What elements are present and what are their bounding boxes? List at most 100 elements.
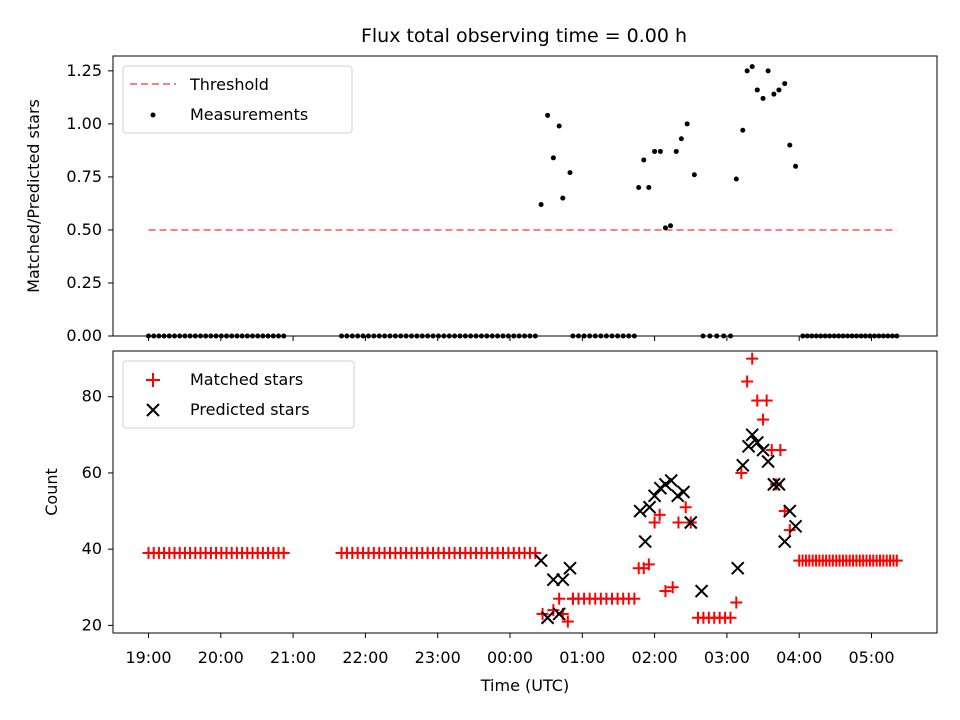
- matched-star-point: [553, 592, 566, 605]
- predicted-star-point: [671, 489, 685, 503]
- measurement-point: [556, 123, 562, 129]
- measurement-point: [646, 185, 652, 191]
- bottom-plot-marks: [142, 352, 903, 628]
- predicted-star-point: [778, 534, 792, 549]
- predicted-star-point: [783, 504, 797, 518]
- measurement-point: [662, 225, 668, 231]
- top-panel: 0.00 0.25 0.50 0.75 1.00 1.25 Matched/Predict…: [24, 55, 938, 345]
- predicted-star-point: [745, 428, 759, 442]
- predicted-star-point: [767, 477, 781, 492]
- bottom-plot-frame: [112, 350, 938, 634]
- predicted-star-point: [658, 477, 673, 492]
- matched-star-point: [529, 546, 542, 559]
- bottom-y-tick-label: 40: [82, 539, 102, 558]
- legend-matched-label: Matched stars: [190, 370, 303, 389]
- x-axis-label: Time (UTC): [480, 676, 569, 695]
- predicted-star-point: [694, 584, 709, 598]
- bottom-panel: 20 40 60 80 19:00 20:00 21:00 22:00 23:00 00:00 0…: [42, 350, 938, 695]
- predicted-star-point: [761, 454, 775, 469]
- measurement-point: [545, 112, 551, 118]
- predicted-star-point: [664, 473, 678, 488]
- legend-matched-swatch: [146, 373, 160, 387]
- bottom-y-tick-label: 80: [82, 387, 102, 406]
- predicted-star-point: [552, 607, 566, 621]
- top-y-tick-label: 0.00: [66, 326, 102, 345]
- measurement-point: [787, 142, 793, 148]
- top-x-ticks: [148, 336, 872, 341]
- matched-star-point: [890, 554, 903, 567]
- measurement-point: [567, 170, 573, 176]
- bottom-x-tick-label: 04:00: [776, 648, 822, 667]
- measurement-point: [636, 185, 642, 191]
- predicted-star-point: [633, 504, 647, 518]
- matched-star-point: [746, 352, 759, 365]
- bottom-y-ticks: 20 40 60 80: [82, 387, 113, 634]
- legend-measurements-swatch: [150, 112, 156, 118]
- measurement-point: [538, 201, 544, 207]
- bottom-y-tick-label: 60: [82, 463, 102, 482]
- bottom-x-tick-label: 21:00: [270, 648, 316, 667]
- matched-star-point: [277, 546, 290, 559]
- measurement-point: [560, 195, 566, 201]
- matched-star-point: [679, 501, 692, 514]
- predicted-star-point: [540, 611, 555, 625]
- bottom-x-tick-label: 01:00: [559, 648, 605, 667]
- bottom-y-axis-label: Count: [42, 468, 61, 516]
- measurement-point: [771, 91, 777, 97]
- matched-star-point: [628, 592, 641, 605]
- measurement-point: [668, 223, 674, 229]
- matched-star-point: [561, 615, 574, 628]
- matched-star-point: [783, 524, 796, 537]
- bottom-x-ticks: 19:00 20:00 21:00 22:00 23:00 00:00 01:00 02:00…: [125, 633, 895, 667]
- matched-star-point: [666, 581, 679, 594]
- bottom-legend-box: [122, 360, 355, 429]
- predicted-star-point: [676, 485, 691, 499]
- measurement-point: [691, 172, 697, 178]
- predicted-star-point: [563, 561, 577, 575]
- top-y-tick-label: 0.75: [66, 167, 102, 186]
- matched-star-point: [648, 516, 661, 529]
- legend-threshold-label: Threshold: [189, 75, 269, 94]
- measurement-point: [657, 148, 663, 154]
- measurement-point: [765, 68, 771, 74]
- matched-star-point: [760, 394, 773, 407]
- measurement-point: [744, 68, 750, 74]
- measurement-point: [782, 81, 788, 87]
- predicted-star-point: [741, 439, 756, 453]
- bottom-x-tick-label: 00:00: [487, 648, 533, 667]
- measurement-point: [749, 64, 755, 70]
- measurement-point: [793, 163, 799, 169]
- top-y-tick-label: 1.00: [66, 114, 102, 133]
- matched-star-point: [774, 444, 787, 457]
- matched-star-point: [757, 413, 770, 426]
- top-y-tick-label: 0.25: [66, 273, 102, 292]
- matched-star-point: [547, 604, 560, 617]
- matched-star-point: [642, 558, 655, 571]
- bottom-x-tick-label: 23:00: [415, 648, 461, 667]
- matched-star-point: [730, 596, 743, 609]
- bottom-legend: Matched stars Predicted stars: [122, 360, 355, 429]
- top-plot-frame: [112, 55, 938, 337]
- chart-title: Flux total observing time = 0.00 h: [361, 25, 687, 47]
- predicted-star-point: [647, 489, 662, 503]
- measurement-point: [776, 87, 782, 93]
- predicted-star-point: [756, 443, 770, 457]
- top-y-tick-label: 0.50: [66, 220, 102, 239]
- top-y-ticks: 0.00 0.25 0.50 0.75 1.00 1.25: [66, 61, 113, 345]
- bottom-x-tick-label: 19:00: [125, 648, 171, 667]
- legend-measurements-label: Measurements: [190, 105, 308, 124]
- bottom-y-tick-label: 20: [82, 615, 102, 634]
- measurement-point: [673, 148, 679, 154]
- measurement-point: [740, 127, 746, 133]
- legend-predicted-label: Predicted stars: [190, 400, 310, 419]
- predicted-star-point: [684, 515, 698, 530]
- legend-predicted-swatch: [146, 403, 160, 417]
- predicted-star-point: [772, 477, 786, 492]
- matched-star-point: [653, 508, 666, 521]
- measurement-point: [754, 87, 760, 93]
- matched-star-point: [659, 585, 672, 598]
- predicted-star-point: [736, 458, 750, 473]
- matched-star-point: [741, 375, 754, 388]
- measurement-point: [550, 155, 556, 161]
- predicted-star-point: [731, 561, 745, 575]
